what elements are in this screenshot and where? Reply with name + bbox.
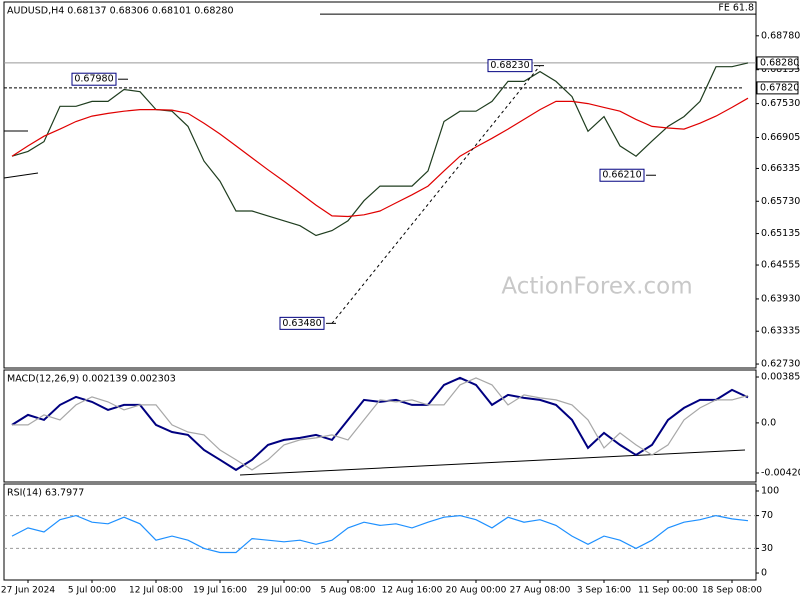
annotation-box	[71, 72, 117, 86]
annotation-label: 0.67980	[74, 74, 113, 85]
y-tick-label: 0.003852	[761, 371, 800, 382]
y-tick-label: 100	[761, 485, 779, 496]
x-tick-label: 18 Sep 08:00	[702, 586, 762, 596]
y-tick-label: 0.64555	[761, 260, 800, 271]
x-tick-label: 5 Jul 00:00	[68, 586, 117, 596]
series-line	[11, 376, 749, 472]
y-tick-label: 0.67530	[761, 98, 800, 109]
price-box	[756, 56, 799, 70]
y-tick-label: 0.68780	[761, 30, 800, 41]
annotation-box	[599, 168, 645, 182]
y-tick-label: 0.0	[761, 417, 776, 428]
annotation-label: 0.66210	[602, 170, 641, 181]
y-tick-label: -0.004204	[761, 468, 800, 479]
watermark: ActionForex.com	[501, 274, 692, 300]
panel-frame	[3, 369, 757, 483]
channel-line	[3, 172, 39, 179]
x-tick-label: 19 Jul 16:00	[193, 586, 247, 596]
x-tick-label: 3 Sep 16:00	[577, 586, 632, 596]
annotation-label: 0.63480	[282, 318, 321, 329]
y-tick-label: 0	[761, 568, 767, 579]
x-tick-label: 12 Aug 16:00	[382, 586, 443, 596]
panel-title: RSI(14) 63.7977	[7, 488, 84, 499]
y-tick-label: 0.68155	[761, 64, 800, 75]
fe-label: FE 61.8	[718, 3, 754, 14]
panel-title: MACD(12,26,9) 0.002139 0.002303	[7, 374, 176, 385]
price-box-label: 0.67820	[760, 82, 799, 93]
series-line	[12, 377, 749, 471]
annotation-label: 0.68230	[490, 60, 529, 71]
series-line	[11, 97, 749, 218]
price-box	[756, 81, 799, 95]
macd-trend-line	[239, 449, 746, 476]
y-tick-label: 0.62730	[761, 359, 800, 370]
trend-line	[331, 65, 541, 324]
y-tick-label: 0.65730	[761, 196, 800, 207]
y-tick-label: 0.65135	[761, 228, 800, 239]
series-line	[11, 62, 749, 237]
x-tick-label: 27 Aug 08:00	[510, 586, 571, 596]
x-tick-label: 12 Jul 08:00	[129, 586, 183, 596]
x-tick-label: 20 Aug 00:00	[446, 586, 507, 596]
y-tick-label: 0.63335	[761, 326, 800, 337]
x-tick-label: 11 Sep 00:00	[638, 586, 698, 596]
panel-title: AUDUSD,H4 0.68137 0.68306 0.68101 0.6828…	[7, 6, 234, 17]
panel-frame	[3, 483, 757, 581]
annotation-box	[279, 316, 325, 330]
x-tick-label: 27 Jun 2024	[1, 586, 55, 596]
y-tick-label: 0.66905	[761, 132, 800, 143]
y-tick-label: 0.63930	[761, 293, 800, 304]
y-tick-label: 0.66335	[761, 163, 800, 174]
price-box-label: 0.68280	[760, 57, 799, 68]
annotation-box	[487, 59, 533, 73]
panel-frame	[3, 1, 757, 369]
x-tick-label: 29 Jul 00:00	[257, 586, 311, 596]
series-line	[11, 514, 749, 554]
y-tick-label: 70	[761, 510, 773, 521]
x-tick-label: 5 Aug 08:00	[321, 586, 376, 596]
y-tick-label: 30	[761, 543, 773, 554]
